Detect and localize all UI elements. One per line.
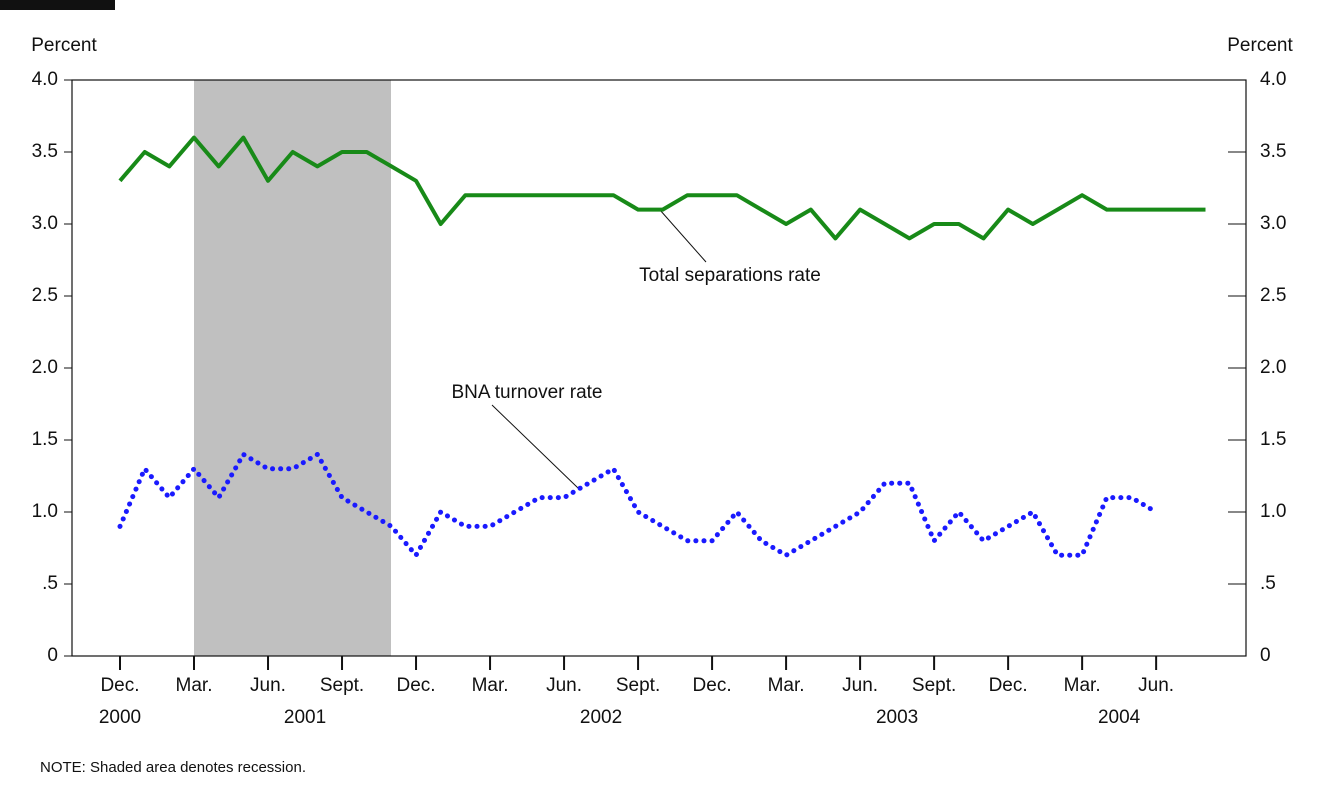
y2-tick-label: 3.0	[1260, 213, 1286, 234]
leader-line	[659, 209, 707, 263]
x-tick-label: Mar.	[1064, 675, 1101, 696]
x-tick-label: Sept.	[616, 675, 660, 696]
x-tick-label: Mar.	[768, 675, 805, 696]
leader-line	[491, 404, 579, 489]
x-tick-label: Dec.	[397, 675, 436, 696]
note: NOTE: Shaded area denotes recession.	[40, 759, 306, 776]
x-tick-label: Jun.	[842, 675, 878, 696]
x-tick-label: Jun.	[1138, 675, 1174, 696]
y2-axis-label: Percent	[1227, 35, 1293, 56]
y-tick-label: 1.0	[32, 501, 58, 522]
y-tick-label: 3.0	[32, 213, 58, 234]
x-tick-label: Mar.	[472, 675, 509, 696]
y-axis-label: Percent	[31, 35, 97, 56]
y-tick-label: 0	[47, 645, 58, 666]
x-group-label: 2003	[876, 707, 918, 728]
y2-tick-label: 2.0	[1260, 357, 1286, 378]
series-line	[118, 135, 1206, 241]
x-tick-label: Sept.	[912, 675, 956, 696]
y-tick-label: 1.5	[32, 429, 58, 450]
series-annotation: Total separations rate	[639, 265, 821, 286]
x-group-label: 2001	[284, 707, 326, 728]
x-tick-label: Dec.	[989, 675, 1028, 696]
y-tick-label: 4.0	[32, 69, 58, 90]
y2-tick-label: 1.0	[1260, 501, 1286, 522]
x-tick-label: Sept.	[320, 675, 364, 696]
x-tick-label: Dec.	[100, 675, 139, 696]
y-tick-label: 3.5	[32, 141, 58, 162]
series-annotation: BNA turnover rate	[451, 382, 602, 403]
y2-tick-label: 1.5	[1260, 429, 1286, 450]
x-tick-label: Mar.	[176, 675, 213, 696]
recession-shade	[194, 80, 391, 656]
x-group-label: 2002	[580, 707, 622, 728]
y2-tick-label: 0	[1260, 645, 1271, 666]
y2-tick-label: .5	[1260, 573, 1276, 594]
y-tick-label: .5	[42, 573, 58, 594]
header-bar	[0, 0, 115, 10]
x-group-label: 2004	[1098, 707, 1141, 728]
x-tick-label: Jun.	[250, 675, 286, 696]
y2-tick-label: 4.0	[1260, 69, 1286, 90]
series-line	[117, 451, 1159, 558]
y2-tick-label: 2.5	[1260, 285, 1286, 306]
y-tick-label: 2.0	[32, 357, 58, 378]
x-tick-label: Dec.	[693, 675, 732, 696]
x-tick-label: Jun.	[546, 675, 582, 696]
x-group-label: 2000	[99, 707, 141, 728]
y-tick-label: 2.5	[32, 285, 58, 306]
y2-tick-label: 3.5	[1260, 141, 1286, 162]
